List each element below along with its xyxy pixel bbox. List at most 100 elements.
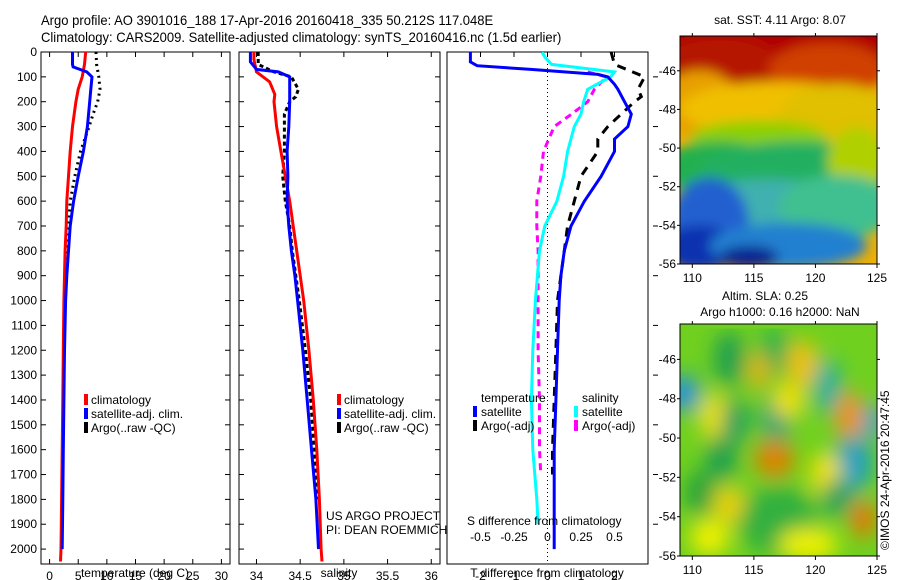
x-tick-label: 120 (805, 271, 825, 285)
map-frame (679, 35, 878, 265)
salinity-legend: climatology satellite-adj. clim. Argo(..… (337, 393, 436, 435)
legend-label: Argo(-adj) (582, 419, 635, 433)
heatmap-cell (778, 175, 877, 239)
legend-swatch-argo (84, 422, 88, 433)
y-tick-label: 300 (17, 120, 37, 134)
y-tick-label: -50 (659, 141, 677, 155)
series-salinity-argo-diff (535, 70, 610, 475)
legend-swatch-t-satellite (473, 406, 477, 417)
heatmap-cell (786, 340, 818, 387)
sla-map-subtitle: Argo h1000: 0.16 h2000: NaN (700, 305, 859, 319)
y-tick-label: -46 (659, 64, 677, 78)
heatmap-cell (705, 435, 738, 482)
y-tick-label: -48 (659, 392, 677, 406)
sst-map-title: sat. SST: 4.11 Argo: 8.07 (714, 13, 846, 27)
x-tick-label: 30 (215, 569, 229, 580)
heatmap-cell (680, 375, 700, 413)
heatmap-cell (835, 391, 864, 443)
heatmap-cell (685, 470, 714, 517)
y-tick-label: 1200 (10, 343, 37, 357)
climatology-title: Climatology: CARS2009. Satellite-adjuste… (41, 29, 562, 45)
heatmap-cell (863, 402, 877, 440)
salinity-panel: 34 34.5 35 35.5 36 (238, 51, 441, 580)
s-tick-label: 0.25 (569, 530, 593, 544)
x-tick-label: 115 (744, 563, 763, 577)
heatmap-cell (719, 245, 779, 264)
series-satellite-salinity (248, 52, 320, 550)
x-tick-label: 35 (337, 569, 351, 580)
legend-heading-temperature: temperature (481, 391, 546, 405)
heatmap-cell (689, 518, 730, 556)
heatmap-field (680, 324, 877, 556)
x-tick-label: 0 (544, 569, 551, 580)
map-frame (679, 323, 878, 557)
heatmap-cell (713, 330, 746, 387)
legend-label: Argo(..raw -QC) (344, 421, 429, 435)
legend-swatch-argo (337, 422, 341, 433)
x-tick-label: 1 (578, 569, 585, 580)
temperature-xlabel: temperature (deg C) (81, 566, 189, 580)
y-tick-label: 700 (17, 219, 37, 233)
temperature-legend: climatology satellite-adj. clim. Argo(..… (84, 393, 183, 435)
x-tick-label: -2 (475, 569, 486, 580)
y-tick-label: 2000 (10, 542, 37, 556)
sla-map-panel: 110 115 120 125 -46 -48 -50 -52 -54 -56 (659, 321, 887, 577)
s-tick-label: 0.5 (606, 530, 623, 544)
y-tick-label: -50 (659, 431, 677, 445)
y-tick-label: -52 (659, 470, 677, 484)
x-tick-label: 34.5 (288, 569, 312, 580)
x-tick-label: 125 (867, 271, 887, 285)
legend-label: satellite (481, 405, 522, 419)
profile-title: Argo profile: AO 3901016_188 17-Apr-2016… (41, 12, 494, 28)
x-tick-label: 110 (683, 271, 702, 285)
y-tick-label: -48 (659, 102, 677, 116)
x-tick-label: 115 (744, 271, 763, 285)
y-tick-label: 900 (17, 269, 37, 283)
x-tick-label: -1 (509, 569, 520, 580)
y-tick-label: -46 (659, 352, 677, 366)
s-difference-label: S difference from climatology (467, 514, 622, 528)
x-tick-label: 10 (100, 569, 114, 580)
sla-map-title: Altim. SLA: 0.25 (722, 289, 808, 303)
x-tick-label: 125 (867, 563, 887, 577)
x-tick-label: 25 (186, 569, 200, 580)
salinity-xlabel: salinity (321, 566, 358, 580)
project-credit: US ARGO PROJECT (326, 509, 441, 523)
legend-swatch-climatology (84, 394, 88, 405)
x-tick-label: 36 (425, 569, 439, 580)
s-tick-label: -0.5 (470, 530, 491, 544)
y-tick-label: 600 (17, 194, 37, 208)
heatmap-cell (833, 435, 874, 492)
y-tick-label: 100 (17, 70, 37, 84)
axes-frame (40, 51, 231, 565)
y-tick-label: 1900 (10, 517, 37, 531)
x-tick-label: 2 (611, 569, 618, 580)
y-tick-label: -56 (659, 549, 677, 563)
y-tick-label: 200 (17, 95, 37, 109)
heatmap-cell (813, 358, 842, 415)
legend-swatch-s-satellite (574, 406, 578, 417)
y-tick-label: 1100 (11, 318, 37, 332)
x-tick-label: 20 (157, 569, 171, 580)
legend-swatch-satellite (337, 408, 341, 419)
x-tick-label: 110 (683, 563, 702, 577)
legend-label: Argo(-adj) (481, 419, 534, 433)
temperature-panel: 0 5 10 15 20 25 300100200300400500600700800900… (10, 45, 231, 580)
legend-swatch-s-argo (574, 420, 578, 431)
y-tick-label: 400 (17, 144, 37, 158)
series-climatology-salinity (252, 52, 324, 562)
sst-map-panel: 110 115 120 125 -46 -48 -50 -52 -54 -56 (659, 33, 887, 285)
legend-swatch-t-argo (473, 420, 477, 431)
series-salinity-satellite-diff (529, 52, 618, 525)
y-tick-label: 500 (17, 169, 37, 183)
axes-frame (238, 51, 441, 565)
legend-swatch-climatology (337, 394, 341, 405)
heatmap-cell (721, 398, 749, 445)
series-temperature-satellite-diff (468, 52, 633, 550)
y-tick-label: 1400 (10, 393, 37, 407)
x-tick-label: 0 (46, 569, 53, 580)
heatmap-cell (851, 500, 876, 538)
heatmap-cell (821, 479, 854, 517)
x-tick-label: 120 (805, 563, 825, 577)
